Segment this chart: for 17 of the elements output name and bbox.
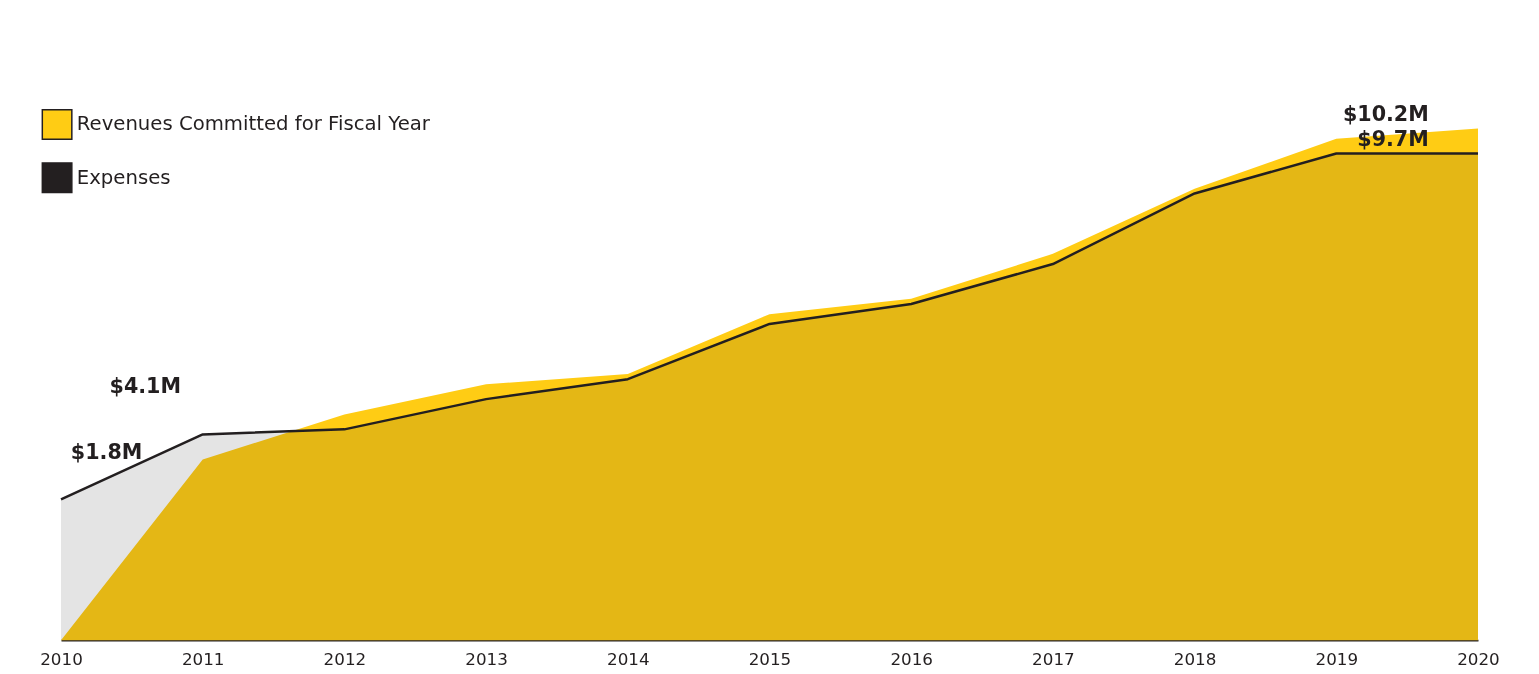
x-tick-label: 2013 [465, 649, 508, 670]
legend-label: Expenses [76, 165, 171, 189]
x-tick-label: 2017 [1032, 649, 1075, 670]
legend-label: Revenues Committed for Fiscal Year [76, 112, 431, 136]
x-tick-label: 2014 [607, 649, 650, 670]
x-tick-label: 2016 [890, 649, 933, 670]
x-tick-label: 2018 [1173, 649, 1217, 670]
annotation: $4.1M [109, 374, 182, 399]
x-tick-label: 2020 [1457, 649, 1500, 670]
x-tick-label: 2015 [748, 649, 792, 670]
x-tick-label: 2012 [323, 649, 367, 670]
annotation: $1.8M [70, 440, 143, 465]
x-tick-label: 2019 [1315, 649, 1359, 670]
annotation: $10.2M [1342, 101, 1429, 126]
annotation: $9.7M [1357, 126, 1429, 151]
x-tick-label: 2010 [40, 649, 83, 670]
x-tick-label: 2011 [181, 649, 225, 670]
